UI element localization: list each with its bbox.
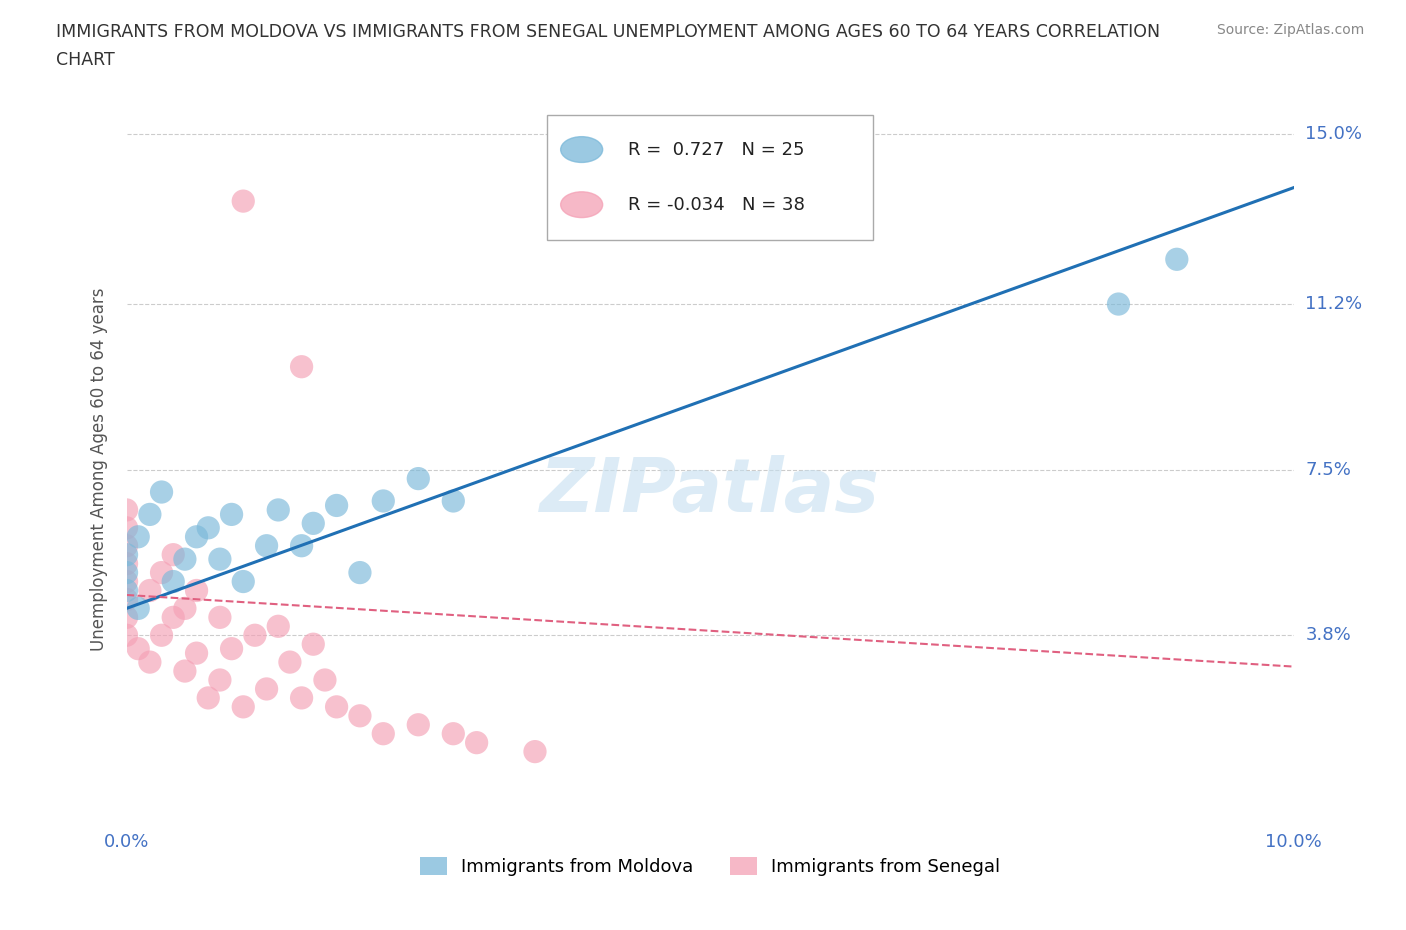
Point: [127, 529, 149, 544]
Circle shape: [561, 137, 603, 163]
Point: [1108, 297, 1130, 312]
Text: R =  0.727   N = 25: R = 0.727 N = 25: [628, 140, 804, 158]
Point: [186, 583, 208, 598]
Legend: Immigrants from Moldova, Immigrants from Senegal: Immigrants from Moldova, Immigrants from…: [412, 849, 1008, 884]
Text: IMMIGRANTS FROM MOLDOVA VS IMMIGRANTS FROM SENEGAL UNEMPLOYMENT AMONG AGES 60 TO: IMMIGRANTS FROM MOLDOVA VS IMMIGRANTS FR…: [56, 23, 1160, 41]
Point: [197, 690, 219, 705]
Point: [524, 744, 547, 759]
Point: [441, 726, 464, 741]
Point: [256, 538, 278, 553]
Point: [243, 628, 266, 643]
Text: 15.0%: 15.0%: [1305, 125, 1362, 143]
Point: [221, 642, 243, 657]
Point: [267, 618, 290, 633]
Point: [441, 494, 464, 509]
Point: [208, 551, 231, 566]
Point: [127, 601, 149, 616]
Point: [290, 359, 312, 374]
Point: [139, 583, 162, 598]
Y-axis label: Unemployment Among Ages 60 to 64 years: Unemployment Among Ages 60 to 64 years: [90, 288, 108, 651]
Point: [408, 472, 430, 486]
Circle shape: [561, 192, 603, 218]
Point: [232, 193, 254, 208]
Point: [186, 645, 208, 660]
Point: [115, 521, 138, 536]
Point: [325, 498, 347, 513]
Point: [174, 664, 197, 679]
Point: [232, 699, 254, 714]
Point: [408, 717, 430, 732]
Text: 3.8%: 3.8%: [1305, 626, 1351, 644]
Point: [349, 709, 371, 724]
Point: [115, 565, 138, 580]
FancyBboxPatch shape: [547, 115, 873, 241]
Point: [115, 610, 138, 625]
Text: 7.5%: 7.5%: [1305, 460, 1351, 479]
Point: [115, 574, 138, 589]
Point: [290, 690, 312, 705]
Point: [373, 726, 395, 741]
Text: CHART: CHART: [56, 51, 115, 69]
Point: [208, 610, 231, 625]
Point: [325, 699, 347, 714]
Point: [221, 507, 243, 522]
Point: [465, 736, 488, 751]
Point: [349, 565, 371, 580]
Point: [115, 502, 138, 517]
Point: [115, 583, 138, 598]
Point: [278, 655, 301, 670]
Point: [174, 601, 197, 616]
Point: [115, 592, 138, 607]
Point: [139, 507, 162, 522]
Text: Source: ZipAtlas.com: Source: ZipAtlas.com: [1216, 23, 1364, 37]
Point: [302, 516, 325, 531]
Point: [127, 642, 149, 657]
Point: [162, 547, 184, 562]
Point: [290, 538, 312, 553]
Point: [373, 494, 395, 509]
Point: [150, 628, 173, 643]
Point: [256, 682, 278, 697]
Point: [208, 672, 231, 687]
Point: [115, 547, 138, 562]
Point: [139, 655, 162, 670]
Point: [314, 672, 336, 687]
Point: [115, 538, 138, 553]
Point: [1166, 252, 1188, 267]
Text: R = -0.034   N = 38: R = -0.034 N = 38: [628, 195, 806, 214]
Point: [162, 610, 184, 625]
Point: [115, 556, 138, 571]
Point: [302, 637, 325, 652]
Point: [267, 502, 290, 517]
Text: 11.2%: 11.2%: [1305, 295, 1362, 313]
Point: [197, 521, 219, 536]
Point: [115, 628, 138, 643]
Point: [150, 485, 173, 499]
Point: [174, 551, 197, 566]
Point: [186, 529, 208, 544]
Point: [232, 574, 254, 589]
Text: ZIPatlas: ZIPatlas: [540, 455, 880, 527]
Point: [162, 574, 184, 589]
Point: [150, 565, 173, 580]
